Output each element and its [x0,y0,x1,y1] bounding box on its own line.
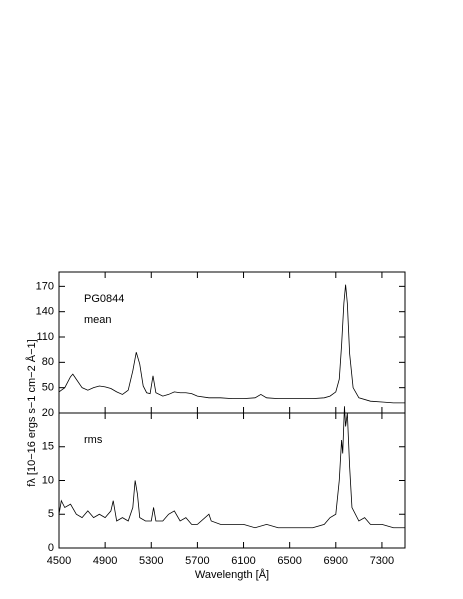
y-tick-label: 5 [48,508,54,520]
spectrum-line [58,284,405,404]
plot-frame [58,412,406,549]
x-tick-label: 4500 [47,555,71,567]
x-tick-label: 4900 [93,555,117,567]
x-tick-label: 6100 [231,555,255,567]
y-axis-label: fλ [10−16 ergs s−1 cm−2 Å−1] [25,339,38,486]
annotation: PG0844 [84,293,124,305]
x-axis-label: Wavelength [Å] [195,568,269,581]
spectrum-line [58,406,405,529]
y-tick-label: 110 [36,331,54,343]
annotation: mean [84,314,112,326]
x-tick-label: 7300 [370,555,394,567]
x-tick-label: 6500 [277,555,301,567]
x-tick-label: 6900 [324,555,348,567]
y-tick-label: 20 [42,407,54,419]
y-tick-label: 15 [42,441,54,453]
y-tick-label: 80 [42,356,54,368]
x-tick-label: 5300 [139,555,163,567]
y-tick-label: 50 [42,382,54,394]
annotation: rms [84,434,103,446]
y-tick-label: 140 [36,306,54,318]
x-tick-label: 5700 [185,555,209,567]
y-tick-label: 10 [42,474,54,486]
y-tick-label: 0 [48,542,54,554]
y-tick-label: 170 [36,280,54,292]
